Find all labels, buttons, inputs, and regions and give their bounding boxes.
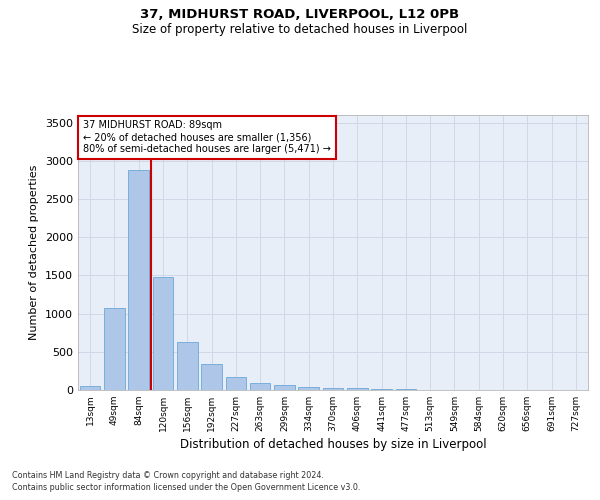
- Bar: [226, 377, 246, 390]
- Bar: [347, 388, 368, 390]
- Text: Size of property relative to detached houses in Liverpool: Size of property relative to detached ho…: [133, 22, 467, 36]
- Text: Contains HM Land Registry data © Crown copyright and database right 2024.: Contains HM Land Registry data © Crown c…: [12, 470, 324, 480]
- Bar: [177, 342, 197, 390]
- Bar: [80, 386, 100, 390]
- Bar: [152, 277, 173, 390]
- X-axis label: Distribution of detached houses by size in Liverpool: Distribution of detached houses by size …: [179, 438, 487, 451]
- Y-axis label: Number of detached properties: Number of detached properties: [29, 165, 40, 340]
- Text: Contains public sector information licensed under the Open Government Licence v3: Contains public sector information licen…: [12, 483, 361, 492]
- Bar: [274, 386, 295, 390]
- Text: 37, MIDHURST ROAD, LIVERPOOL, L12 0PB: 37, MIDHURST ROAD, LIVERPOOL, L12 0PB: [140, 8, 460, 20]
- Bar: [298, 386, 319, 390]
- Bar: [250, 383, 271, 390]
- Bar: [371, 389, 392, 390]
- Bar: [104, 308, 125, 390]
- Text: 37 MIDHURST ROAD: 89sqm
← 20% of detached houses are smaller (1,356)
80% of semi: 37 MIDHURST ROAD: 89sqm ← 20% of detache…: [83, 120, 331, 154]
- Bar: [323, 388, 343, 390]
- Bar: [128, 170, 149, 390]
- Bar: [201, 364, 222, 390]
